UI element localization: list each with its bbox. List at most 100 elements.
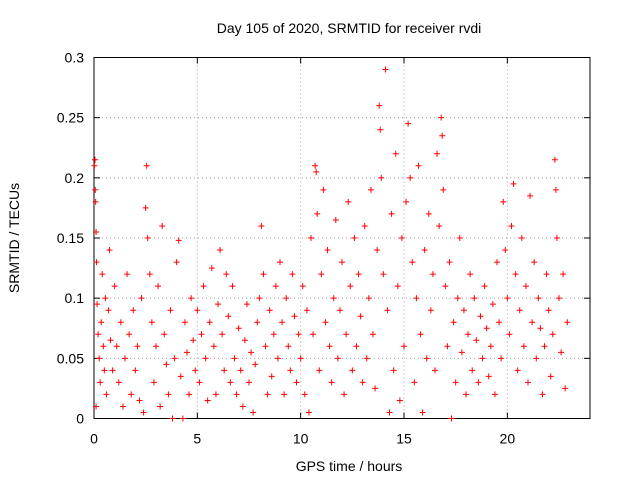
data-point: [377, 126, 384, 133]
data-point: [217, 247, 224, 254]
data-point: [539, 391, 546, 398]
data-point: [287, 367, 294, 374]
data-point: [163, 361, 170, 368]
data-point: [322, 319, 329, 326]
data-point: [527, 192, 534, 199]
data-point: [153, 343, 159, 350]
data-point: [250, 409, 257, 416]
x-axis-label: GPS time / hours: [296, 458, 403, 474]
data-point: [347, 283, 354, 290]
data-point: [93, 228, 100, 235]
data-point: [98, 319, 105, 326]
data-point: [500, 198, 507, 205]
x-tick-label: 20: [500, 431, 516, 447]
data-point: [378, 174, 385, 181]
data-point: [314, 210, 321, 217]
data-point: [277, 259, 283, 266]
data-point: [177, 373, 184, 380]
data-point: [452, 379, 459, 386]
data-point: [272, 283, 279, 290]
data-point: [465, 331, 472, 338]
data-point: [401, 343, 407, 350]
data-point: [413, 295, 420, 302]
data-point: [460, 307, 467, 314]
data-point: [512, 271, 519, 278]
data-point: [107, 337, 114, 344]
data-point: [504, 295, 511, 302]
data-point: [308, 235, 314, 241]
data-point: [101, 367, 108, 374]
data-point: [359, 379, 366, 386]
data-point: [531, 259, 538, 266]
data-point: [442, 283, 449, 290]
data-point: [202, 355, 209, 362]
data-point: [328, 379, 335, 386]
data-point: [102, 295, 109, 302]
data-point: [175, 237, 182, 244]
data-point: [144, 235, 151, 241]
data-point: [285, 343, 292, 350]
data-point: [316, 367, 323, 374]
data-point: [130, 307, 137, 314]
data-point: [258, 222, 265, 229]
data-point: [237, 367, 244, 374]
data-point: [119, 403, 126, 410]
data-point: [343, 331, 350, 338]
data-point: [374, 247, 381, 254]
data-point: [489, 301, 496, 308]
data-point: [514, 367, 521, 374]
data-point: [471, 295, 478, 302]
data-point: [345, 198, 352, 205]
y-tick-labels: 0 0.05 0.1 0.15 0.2 0.25 0.3: [57, 50, 84, 427]
data-point: [485, 373, 492, 380]
data-point: [535, 295, 542, 302]
data-point: [305, 409, 312, 416]
data-point: [384, 307, 391, 314]
data-point: [529, 319, 536, 326]
data-point: [458, 349, 465, 356]
data-point: [241, 337, 248, 344]
data-point: [167, 307, 174, 314]
data-point: [260, 271, 267, 278]
data-point: [93, 403, 100, 410]
data-point: [475, 379, 482, 386]
data-point: [496, 319, 503, 326]
data-point: [454, 295, 461, 302]
data-point: [274, 355, 281, 362]
data-point: [184, 349, 190, 356]
data-point: [194, 307, 201, 314]
data-point: [427, 307, 434, 314]
data-point: [380, 271, 387, 278]
data-point: [398, 235, 405, 241]
data-point: [97, 379, 104, 386]
data-point: [297, 355, 304, 362]
data-point: [266, 307, 273, 314]
data-point: [547, 373, 554, 380]
data-point: [446, 259, 453, 266]
data-point: [473, 337, 480, 344]
data-point: [367, 186, 374, 193]
data-point: [522, 283, 529, 290]
data-point: [436, 222, 443, 229]
data-point: [463, 391, 469, 398]
data-point: [456, 235, 463, 241]
data-point: [231, 355, 238, 362]
data-point: [190, 337, 197, 344]
data-point: [560, 271, 567, 278]
data-point: [159, 222, 166, 229]
data-point: [365, 295, 372, 302]
data-point: [562, 385, 569, 392]
data-point: [417, 331, 424, 338]
data-point: [143, 162, 150, 169]
data-point: [415, 162, 422, 169]
data-point: [128, 391, 135, 398]
data-point: [113, 343, 120, 350]
data-point: [181, 319, 188, 326]
data-point: [94, 301, 101, 308]
data-point: [357, 313, 364, 320]
data-point: [487, 343, 494, 350]
data-point: [200, 283, 207, 290]
data-point: [132, 367, 139, 374]
data-point: [372, 385, 379, 392]
data-point: [204, 397, 211, 404]
